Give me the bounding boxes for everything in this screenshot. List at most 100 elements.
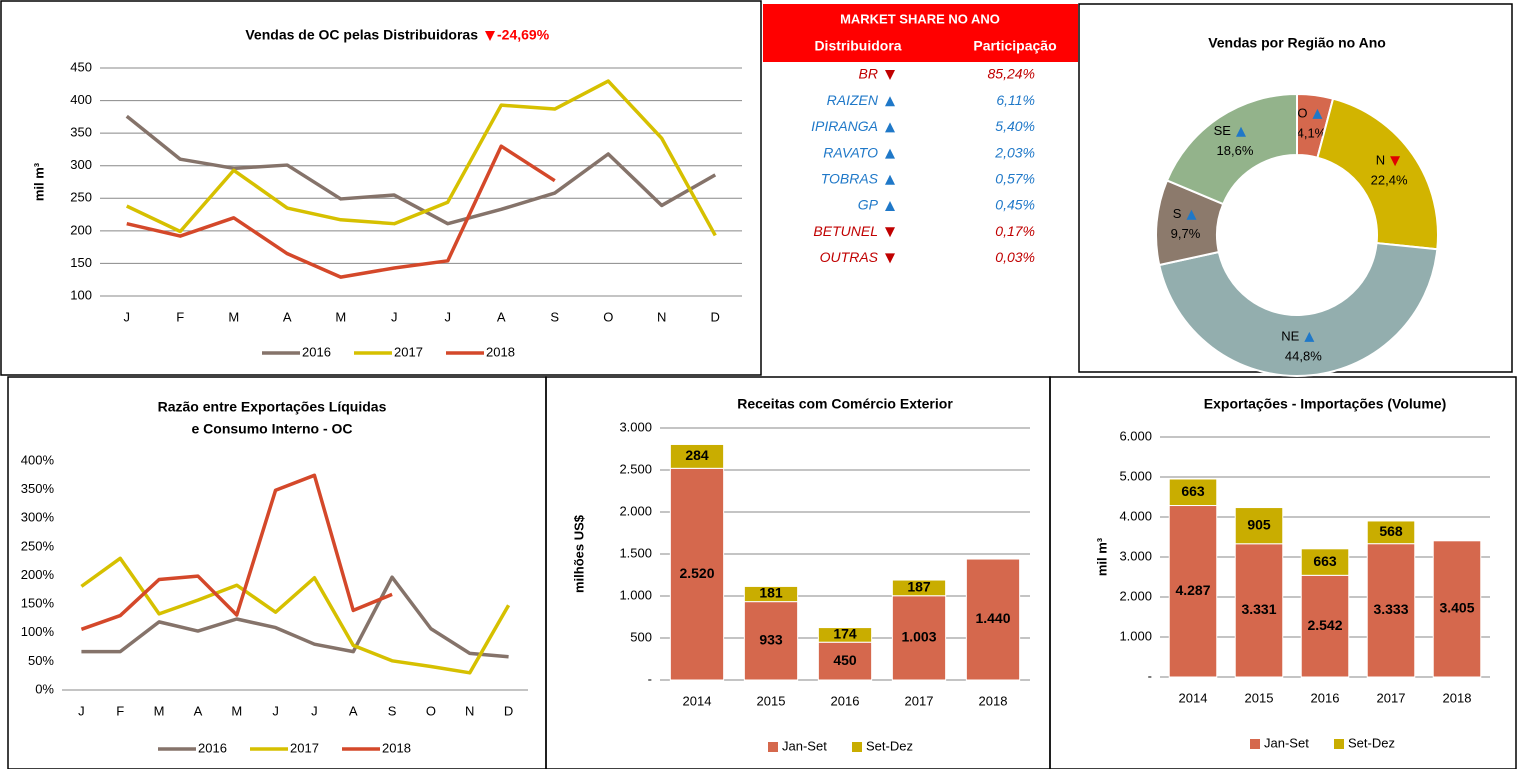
y-axis-label: mil m³ [31, 162, 46, 201]
legend-swatch [1250, 739, 1260, 749]
line-series [81, 575, 509, 659]
y-tick-label: 500 [630, 629, 652, 644]
trend-arrow [1235, 126, 1246, 137]
y-tick-label: - [1148, 668, 1152, 683]
x-tick-label: A [497, 309, 506, 324]
value-label: 1.440 [975, 610, 1010, 626]
x-tick-label: D [504, 703, 513, 718]
legend-label: 2017 [394, 344, 423, 359]
x-tick-label: 2015 [1245, 690, 1274, 705]
x-tick-label: 2017 [905, 693, 934, 708]
panel [0, 0, 762, 376]
y-tick-label: 450 [70, 59, 92, 74]
value-label: 3.405 [1439, 600, 1474, 616]
value-label: 2.520 [679, 565, 714, 581]
value-label: 181 [759, 585, 783, 601]
slice-label: SE [1214, 123, 1232, 138]
chart-title: Exportações - Importações (Volume) [1204, 396, 1446, 412]
bar-segment [743, 601, 799, 681]
y-tick-label: 4.000 [1119, 508, 1152, 523]
y-tick-label: 200 [70, 222, 92, 237]
donut-slice [1316, 97, 1439, 251]
y-tick-label: - [648, 671, 652, 686]
y-tick-label: 3.000 [1119, 548, 1152, 563]
legend-swatch [852, 742, 862, 752]
value-label: 284 [685, 447, 709, 463]
x-tick-label: S [550, 309, 559, 324]
chart-title: Receitas com Comércio Exterior [737, 396, 953, 412]
trend-arrow [885, 201, 895, 211]
value-label: 905 [1247, 516, 1271, 532]
trend-arrow [885, 174, 895, 185]
trend-arrow [1312, 108, 1323, 119]
y-tick-label: 400% [21, 452, 55, 467]
chart-title: e Consumo Interno - OC [192, 421, 353, 437]
x-tick-label: 2017 [1377, 690, 1406, 705]
x-tick-label: S [388, 703, 397, 718]
legend-label: Set-Dez [1348, 735, 1395, 750]
line-series [125, 114, 717, 226]
bar-segment [1234, 543, 1284, 678]
chart-title: Razão entre Exportações Líquidas [158, 399, 387, 415]
x-tick-label: M [335, 309, 346, 324]
x-tick-label: A [194, 703, 203, 718]
bar-segment [1432, 540, 1482, 678]
y-tick-label: 300 [70, 157, 92, 172]
trend-arrow [885, 96, 895, 107]
legend-label: Jan-Set [1264, 735, 1309, 750]
legend-label: 2018 [486, 344, 515, 359]
table-cell: IPIRANGA [811, 118, 878, 134]
trend-arrow [885, 70, 895, 80]
y-tick-label: 400 [70, 92, 92, 107]
slice-value: 22,4% [1371, 173, 1408, 188]
y-tick-label: 2.000 [619, 503, 652, 518]
line-series [126, 144, 556, 279]
bar-segment [817, 627, 873, 643]
value-label: 1.003 [901, 629, 936, 645]
legend-label: 2018 [382, 740, 411, 755]
x-tick-label: D [711, 309, 720, 324]
panel [1049, 376, 1517, 769]
value-label: 3.333 [1373, 601, 1408, 617]
trend-arrow [885, 148, 895, 159]
legend-label: Set-Dez [866, 738, 913, 753]
x-tick-label: J [391, 309, 398, 324]
y-tick-label: 200% [21, 567, 55, 582]
bar-segment [1168, 478, 1218, 507]
line-series [80, 556, 511, 675]
x-tick-label: O [603, 309, 613, 324]
trend-arrow [1186, 209, 1197, 220]
x-tick-label: A [283, 309, 292, 324]
y-tick-label: 1.500 [619, 545, 652, 560]
y-tick-label: 300% [21, 510, 55, 525]
value-label: 187 [907, 579, 931, 595]
y-tick-label: 3.000 [619, 419, 652, 434]
column-header: Participação [973, 38, 1056, 54]
bar-segment [1168, 505, 1218, 678]
x-tick-label: J [124, 309, 131, 324]
bar-segment [743, 585, 799, 603]
table-cell: 5,40% [995, 118, 1035, 134]
x-tick-label: 2016 [831, 693, 860, 708]
x-tick-label: 2014 [683, 693, 712, 708]
y-tick-label: 350% [21, 481, 55, 496]
trend-arrow [1304, 331, 1315, 342]
y-tick-label: 2.500 [619, 461, 652, 476]
x-tick-label: N [657, 309, 666, 324]
slice-label: N [1376, 153, 1385, 168]
x-tick-label: J [272, 703, 279, 718]
slice-value: 9,7% [1171, 226, 1201, 241]
chart-title: Vendas por Região no Ano [1208, 35, 1386, 51]
table-cell: GP [858, 197, 879, 213]
donut-slice [1158, 241, 1439, 377]
legend-swatch [768, 742, 778, 752]
y-tick-label: 100% [21, 624, 55, 639]
value-label: 663 [1313, 553, 1337, 569]
x-tick-label: 2018 [979, 693, 1008, 708]
legend-label: Jan-Set [782, 738, 827, 753]
table-cell: 0,03% [995, 249, 1035, 265]
value-label: 450 [833, 652, 857, 668]
trend-arrow [885, 253, 895, 264]
y-tick-label: 50% [28, 653, 54, 668]
